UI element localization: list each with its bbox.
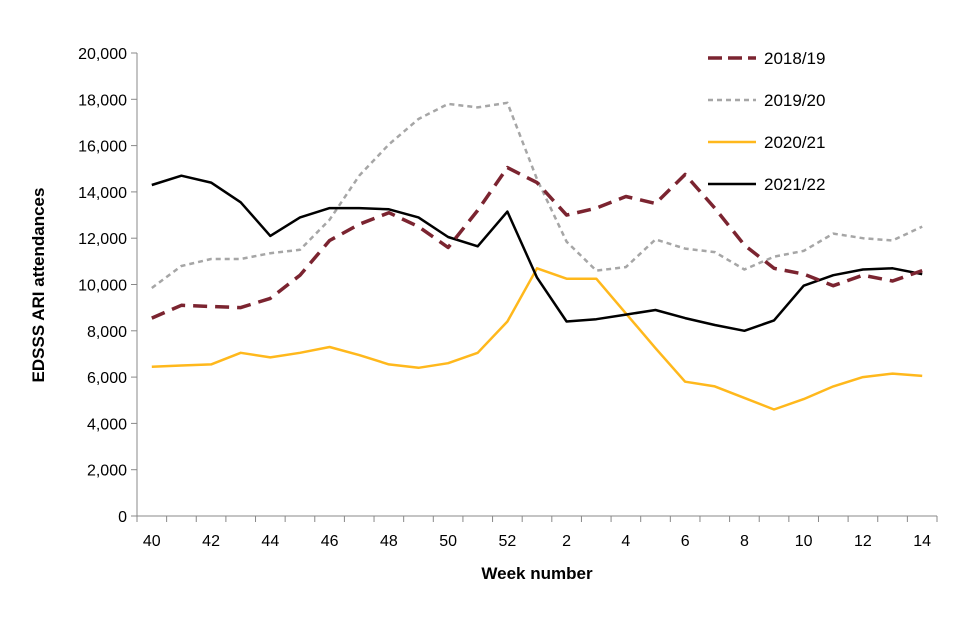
y-tick-label: 10,000 [78,278,127,295]
series-line-2021-22 [152,176,922,331]
x-tick-label: 4 [621,533,630,550]
x-tick-label: 2 [562,533,571,550]
y-tick-label: 0 [118,509,127,526]
y-tick-label: 20,000 [78,46,127,63]
x-tick-label: 50 [439,533,457,550]
y-tick-label: 16,000 [78,139,127,156]
y-tick-label: 4,000 [87,416,127,433]
chart-legend: 2018/19 2019/20 2020/21 2021/22 [708,49,825,194]
line-chart: 0 2,000 4,000 6,000 8,000 10,000 12,000 14,000 1… [0,0,960,640]
y-axis-title: EDSSS ARI attendances [29,188,48,383]
y-tick-label: 2,000 [87,463,127,480]
x-tick-label: 40 [143,533,161,550]
legend-label: 2021/22 [764,175,825,194]
x-tick-label: 8 [740,533,749,550]
x-tick-label: 44 [261,533,279,550]
y-tick-label: 12,000 [78,231,127,248]
legend-label: 2020/21 [764,133,825,152]
chart-axes: 0 2,000 4,000 6,000 8,000 10,000 12,000 14,000 1… [78,46,937,550]
x-tick-label: 14 [913,533,931,550]
y-tick-label: 18,000 [78,92,127,109]
y-tick-label: 8,000 [87,324,127,341]
x-tick-label: 42 [202,533,220,550]
x-tick-label: 52 [498,533,516,550]
series-line-2020-21 [152,268,922,409]
legend-label: 2019/20 [764,91,825,110]
legend-label: 2018/19 [764,49,825,68]
x-tick-label: 12 [854,533,872,550]
series-line-2019-20 [152,103,922,288]
x-tick-label: 10 [795,533,813,550]
x-tick-label: 46 [321,533,339,550]
y-tick-label: 6,000 [87,370,127,387]
y-tick-label: 14,000 [78,185,127,202]
x-tick-label: 6 [681,533,690,550]
x-axis-title: Week number [481,564,593,583]
x-tick-label: 48 [380,533,398,550]
